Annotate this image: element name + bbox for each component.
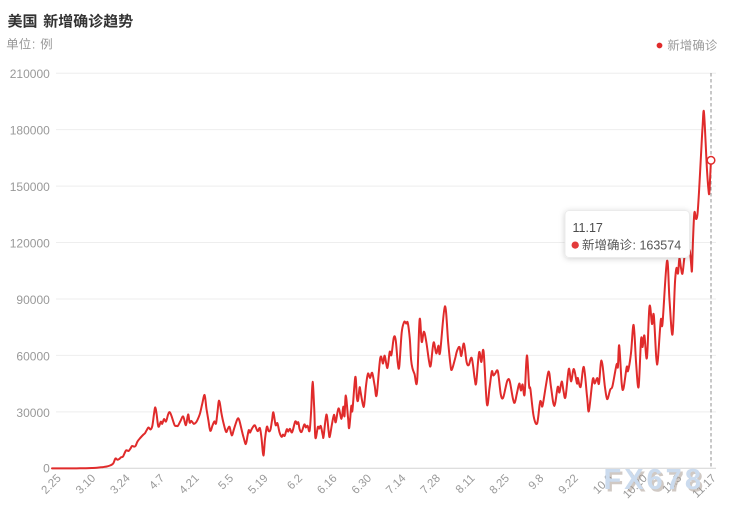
svg-text:FX678: FX678 (604, 464, 704, 496)
svg-text:8.11: 8.11 (454, 472, 478, 496)
svg-text:90000: 90000 (16, 293, 50, 307)
svg-text:30000: 30000 (16, 406, 50, 420)
svg-text:FX678: FX678 (606, 466, 706, 498)
svg-text:6.16: 6.16 (315, 472, 339, 496)
svg-text:: 163574: : 163574 (633, 238, 682, 252)
svg-text:180000: 180000 (10, 124, 50, 138)
svg-text:6.30: 6.30 (350, 472, 374, 496)
svg-text::: : (32, 38, 35, 52)
svg-text:120000: 120000 (10, 236, 50, 250)
svg-text:7.14: 7.14 (384, 472, 409, 497)
svg-text:4.7: 4.7 (147, 472, 167, 492)
svg-text:2.25: 2.25 (40, 472, 64, 496)
svg-text:4.21: 4.21 (177, 472, 201, 496)
svg-text:9.8: 9.8 (527, 472, 547, 492)
svg-text:60000: 60000 (16, 349, 50, 363)
svg-text:210000: 210000 (10, 67, 50, 81)
svg-text:7.28: 7.28 (419, 472, 443, 496)
svg-text:6.2: 6.2 (285, 472, 305, 492)
svg-text:9.22: 9.22 (557, 472, 581, 496)
svg-text:3.24: 3.24 (108, 472, 133, 497)
svg-text:5.19: 5.19 (246, 472, 270, 496)
svg-text:0: 0 (43, 461, 50, 475)
svg-text:8.25: 8.25 (488, 472, 512, 496)
svg-text:11.17: 11.17 (573, 221, 603, 235)
svg-text:3.10: 3.10 (74, 472, 98, 496)
svg-text:5.5: 5.5 (216, 472, 236, 492)
svg-text:150000: 150000 (10, 180, 50, 194)
